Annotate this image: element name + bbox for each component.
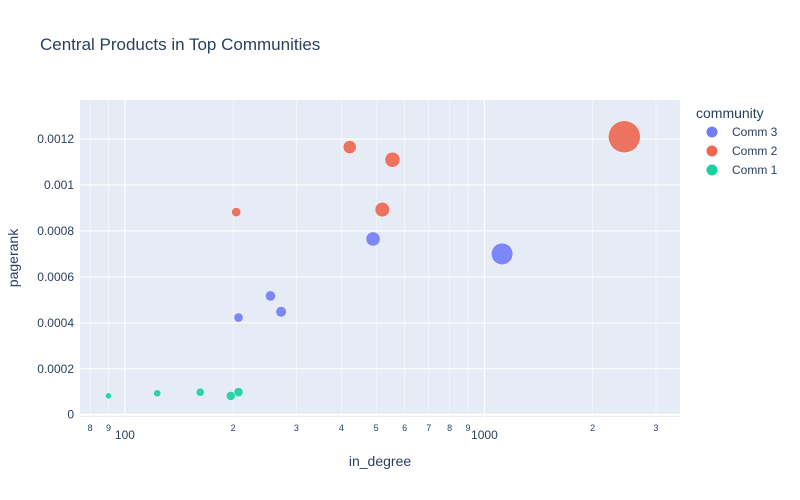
series-comm-3 bbox=[233, 231, 514, 323]
legend-label: Comm 2 bbox=[732, 144, 778, 158]
legend-item[interactable]: Comm 1 bbox=[706, 163, 778, 177]
data-point[interactable] bbox=[105, 392, 112, 400]
x-minor-tick-label: 4 bbox=[339, 423, 344, 433]
data-point[interactable] bbox=[491, 242, 514, 265]
series-comm-1 bbox=[105, 387, 244, 401]
legend-item[interactable]: Comm 2 bbox=[706, 144, 778, 158]
y-axis-title: pagerank bbox=[5, 228, 21, 287]
x-axis-ticks: 8 9 2 3 4 5 6 7 8 9 2 3 100 1000 bbox=[88, 423, 659, 442]
y-tick-label: 0.0004 bbox=[37, 316, 74, 330]
data-point[interactable] bbox=[384, 151, 401, 168]
y-tick-label: 0 bbox=[67, 408, 74, 422]
data-point[interactable] bbox=[233, 387, 244, 398]
y-axis-ticks: 0 0.0002 0.0004 0.0006 0.0008 0.001 0.0012 bbox=[37, 132, 74, 422]
y-tick-label: 0.001 bbox=[44, 178, 74, 192]
legend: community Comm 3 Comm 2 Comm 1 bbox=[696, 105, 778, 177]
x-minor-tick-label: 7 bbox=[426, 423, 431, 433]
x-minor-tick-label: 8 bbox=[88, 423, 93, 433]
y-tick-label: 0.0006 bbox=[37, 270, 74, 284]
x-minor-tick-label: 9 bbox=[465, 423, 470, 433]
chart-title: Central Products in Top Communities bbox=[40, 35, 320, 54]
y-tick-label: 0.0012 bbox=[37, 132, 74, 146]
x-minor-tick-label: 2 bbox=[590, 423, 595, 433]
data-point[interactable] bbox=[374, 201, 390, 218]
y-tick-label: 0.0002 bbox=[37, 362, 74, 376]
data-point[interactable] bbox=[153, 389, 162, 398]
y-tick-label: 0.0008 bbox=[37, 224, 74, 238]
data-point[interactable] bbox=[195, 387, 205, 397]
legend-label: Comm 3 bbox=[732, 125, 778, 139]
legend-marker bbox=[706, 164, 718, 176]
x-major-tick-label: 100 bbox=[115, 428, 135, 442]
x-minor-tick-label: 5 bbox=[374, 423, 379, 433]
data-points bbox=[105, 120, 641, 401]
series-comm-2 bbox=[231, 120, 641, 218]
x-major-tick-label: 1000 bbox=[471, 428, 498, 442]
plot-area bbox=[80, 100, 680, 417]
data-point[interactable] bbox=[608, 120, 641, 154]
data-point[interactable] bbox=[265, 290, 276, 302]
grid-lines bbox=[80, 100, 680, 417]
data-point[interactable] bbox=[231, 207, 242, 217]
x-minor-tick-label: 8 bbox=[447, 423, 452, 433]
x-axis-title: in_degree bbox=[349, 453, 411, 469]
data-point[interactable] bbox=[365, 231, 381, 247]
data-point[interactable] bbox=[342, 140, 357, 154]
x-minor-tick-label: 3 bbox=[653, 423, 658, 433]
legend-label: Comm 1 bbox=[732, 163, 778, 177]
x-minor-tick-label: 6 bbox=[402, 423, 407, 433]
legend-marker bbox=[706, 145, 718, 157]
x-minor-tick-label: 3 bbox=[294, 423, 299, 433]
x-minor-tick-label: 9 bbox=[106, 423, 111, 433]
legend-marker bbox=[706, 126, 718, 138]
legend-item[interactable]: Comm 3 bbox=[706, 125, 778, 139]
data-point[interactable] bbox=[233, 312, 244, 323]
legend-title: community bbox=[696, 105, 764, 121]
data-point[interactable] bbox=[225, 391, 236, 401]
data-point[interactable] bbox=[275, 306, 287, 318]
x-minor-tick-label: 2 bbox=[231, 423, 236, 433]
